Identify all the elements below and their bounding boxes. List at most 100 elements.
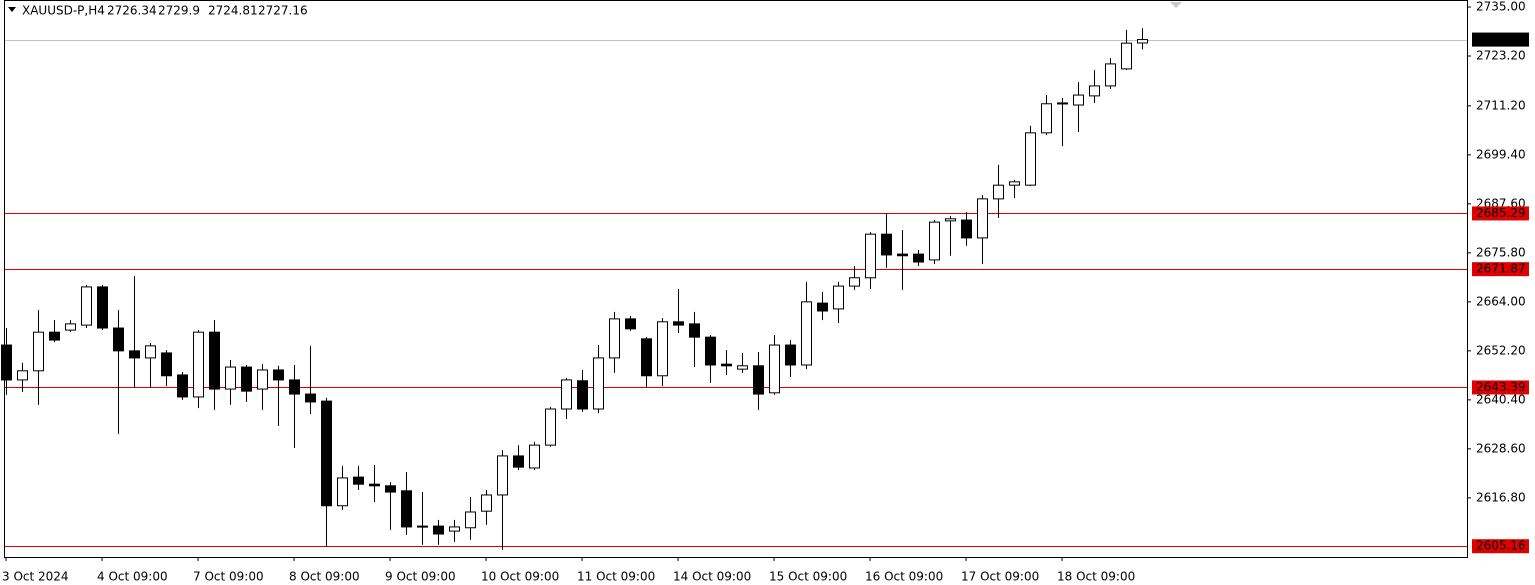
candle-body (1105, 63, 1116, 87)
candle-body (1121, 42, 1132, 70)
candle-body (465, 511, 476, 529)
candle-body (97, 286, 108, 329)
candle-body (881, 233, 892, 256)
candle-body (145, 345, 156, 359)
x-tick-label: 14 Oct 09:00 (673, 570, 751, 584)
candle-body (369, 483, 380, 487)
candle-body (641, 338, 652, 377)
x-tick-label: 16 Oct 09:00 (865, 570, 943, 584)
candle-body (833, 285, 844, 310)
candle-body (977, 198, 988, 239)
candle-body (593, 357, 604, 410)
candle-body (321, 400, 332, 507)
level-label: 2727.16 (1476, 32, 1526, 46)
candle-body (49, 331, 60, 341)
candle-body (961, 219, 972, 239)
candle-body (81, 286, 92, 326)
candle-body (433, 525, 444, 535)
y-tick-label: 2723.20 (1476, 49, 1526, 63)
candle-body (929, 221, 940, 261)
y-tick-label: 2664.00 (1476, 294, 1526, 308)
candle-body (257, 369, 268, 390)
candle-body (33, 331, 44, 372)
symbol-title: XAUUSD-P,H4 (22, 4, 105, 18)
candle-body (737, 365, 748, 370)
x-tick-label: 17 Oct 09:00 (961, 570, 1039, 584)
candle-body (353, 476, 364, 485)
header-close: 2727.16 (258, 4, 308, 18)
candle-body (1041, 103, 1052, 134)
candle-body (17, 370, 28, 381)
candle-body (913, 253, 924, 263)
candle-body (769, 344, 780, 394)
y-tick-label: 2640.40 (1476, 392, 1526, 406)
candle-body (993, 184, 1004, 200)
y-tick-label: 2628.60 (1476, 441, 1526, 455)
candle-body (481, 494, 492, 512)
candle-body (417, 525, 428, 528)
candle-body (337, 477, 348, 507)
candle-body (897, 253, 908, 257)
candle-body (1073, 94, 1084, 106)
candle-body (289, 379, 300, 395)
level-label-bg (1472, 262, 1529, 277)
candle-body (865, 233, 876, 279)
plot-frame (4, 0, 1468, 558)
level-label-bg (1472, 206, 1529, 221)
candle-body (625, 318, 636, 330)
candle-body (513, 455, 524, 468)
header-low: 2724.81 (208, 4, 258, 18)
candle-body (1, 344, 12, 381)
candle-body (177, 374, 188, 398)
level-label: 2685.29 (1476, 206, 1526, 220)
level-label-bg (1472, 32, 1529, 47)
candle-body (609, 318, 620, 359)
level-label-bg (1472, 380, 1529, 395)
candle-body (225, 366, 236, 390)
y-tick-label: 2675.80 (1476, 245, 1526, 259)
candle-body (849, 277, 860, 287)
candle-body (1057, 102, 1068, 105)
candle-body (785, 344, 796, 366)
candle-body (1137, 39, 1148, 44)
x-tick-label: 9 Oct 09:00 (385, 570, 456, 584)
candle-body (273, 369, 284, 381)
candle-body (305, 393, 316, 403)
candle-body (113, 327, 124, 352)
candle-body (577, 380, 588, 410)
candle-body (241, 366, 252, 392)
shift-marker (1170, 2, 1182, 8)
x-tick-label: 11 Oct 09:00 (577, 570, 655, 584)
candle-body (193, 331, 204, 398)
collapse-arrow[interactable] (8, 7, 16, 12)
level-label: 2671.87 (1476, 262, 1526, 276)
level-label-bg (1472, 539, 1529, 554)
candle-body (817, 302, 828, 312)
x-tick-label: 4 Oct 09:00 (97, 570, 168, 584)
header-open: 2726.34 (107, 4, 157, 18)
candle-body (545, 408, 556, 446)
candle-body (161, 352, 172, 377)
level-label: 2605.16 (1476, 539, 1526, 553)
x-tick-label: 7 Oct 09:00 (193, 570, 264, 584)
x-tick-label: 10 Oct 09:00 (481, 570, 559, 584)
level-label: 2643.39 (1476, 380, 1526, 394)
x-tick-label: 8 Oct 09:00 (289, 570, 360, 584)
candle-body (385, 485, 396, 493)
candle-body (801, 301, 812, 366)
candle-body (1089, 85, 1100, 97)
x-tick-label: 3 Oct 2024 (2, 570, 69, 584)
y-tick-label: 2616.80 (1476, 490, 1526, 504)
candle-body (497, 455, 508, 496)
candle-body (753, 365, 764, 395)
candle-body (529, 444, 540, 469)
candle-body (449, 526, 460, 532)
candle-body (129, 350, 140, 359)
y-tick-label: 2699.40 (1476, 147, 1526, 161)
candle-body (209, 331, 220, 390)
candle-body (945, 218, 956, 222)
y-tick-label: 2735.00 (1476, 0, 1526, 14)
candle-body (401, 490, 412, 528)
header-high: 2729.9 (158, 4, 200, 18)
